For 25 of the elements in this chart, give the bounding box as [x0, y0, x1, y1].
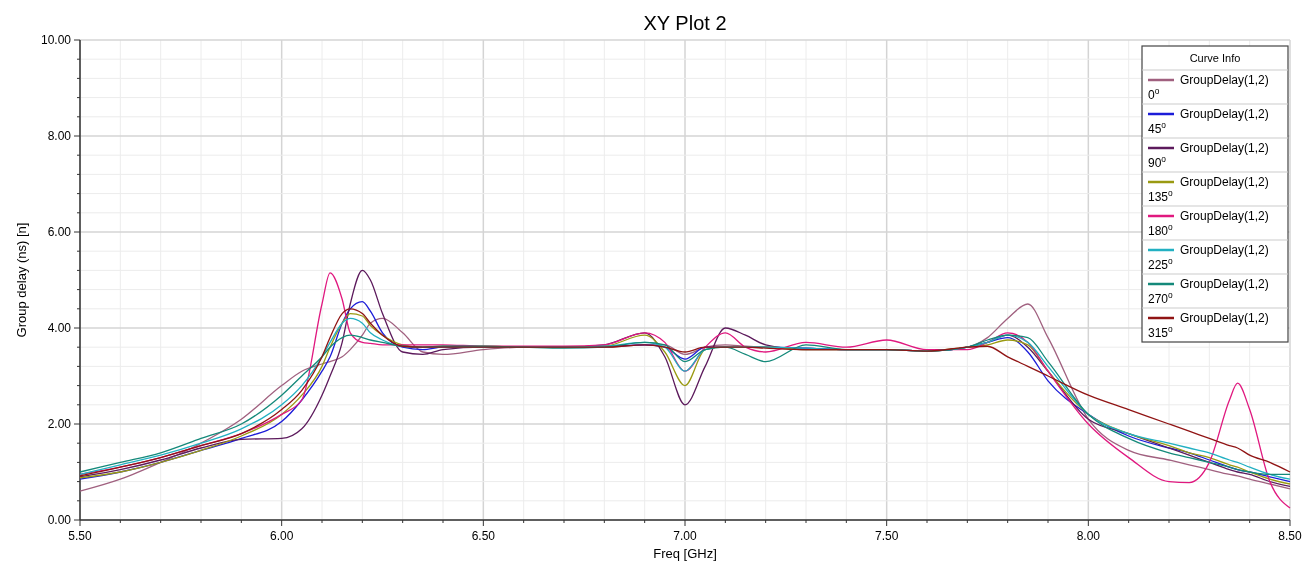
legend-label: GroupDelay(1,2) 135$^{o}$ [1148, 175, 1269, 204]
legend-label: GroupDelay(1,2) 180$^{o}$ [1148, 209, 1269, 238]
y-tick-label: 2.00 [47, 417, 72, 431]
x-tick-label: 8.50 [1278, 529, 1302, 543]
y-axis-title: Group delay (ns) [n] [14, 222, 29, 338]
chart-title: XY Plot 2 [643, 12, 727, 34]
legend-label: GroupDelay(1,2) 225$^{o}$ [1148, 243, 1269, 272]
legend-label: GroupDelay(1,2) 315$^{o}$ [1148, 311, 1269, 340]
x-tick-label: 7.50 [874, 529, 899, 543]
x-tick-label: 7.00 [673, 529, 697, 543]
legend-title: Curve Info [1189, 52, 1241, 64]
y-tick-label: 10.00 [40, 33, 72, 47]
x-tick-label: 6.50 [471, 529, 496, 543]
text: GroupDelay(1,2) 0$^{o}$ [1148, 73, 1269, 102]
x-tick-label: 8.00 [1076, 529, 1101, 543]
y-tick-label: 6.00 [47, 225, 72, 239]
y-tick-label: 8.00 [47, 129, 72, 143]
legend-label: GroupDelay(1,2) 270$^{o}$ [1148, 277, 1269, 306]
x-axis-title: Freq [GHz] [653, 546, 717, 561]
y-tick-label: 0.00 [47, 513, 72, 527]
text: GroupDelay(1,2) 45$^{o}$ [1148, 107, 1269, 136]
x-tick-label: 6.00 [269, 529, 294, 543]
x-tick-label: 5.50 [68, 529, 92, 543]
text: GroupDelay(1,2) 90$^{o}$ [1148, 141, 1269, 170]
y-tick-label: 4.00 [47, 321, 72, 335]
